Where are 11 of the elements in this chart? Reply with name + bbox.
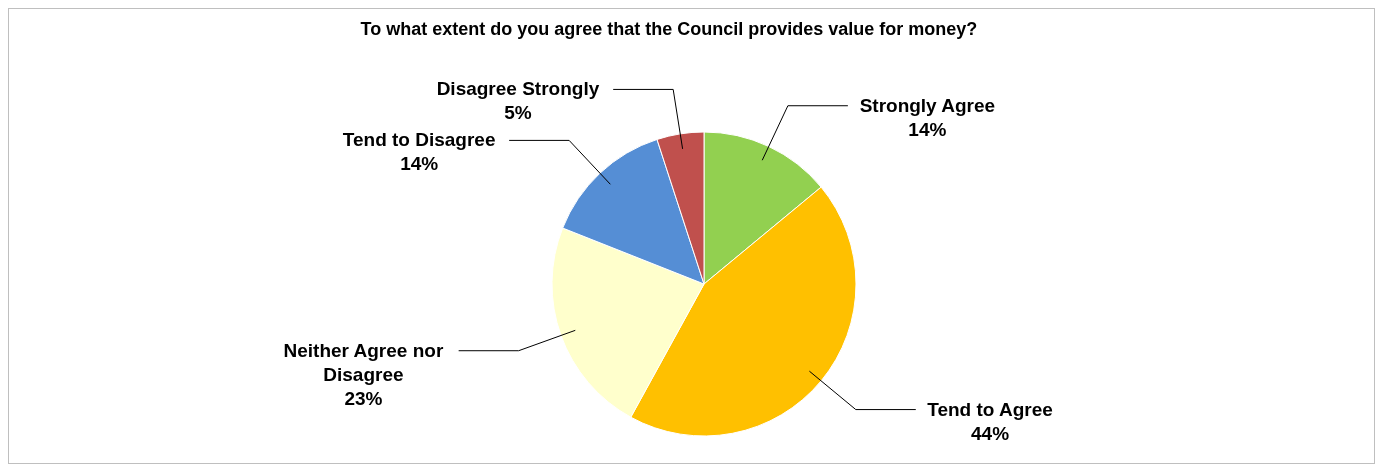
- slice-label: Strongly Agree: [859, 94, 996, 116]
- slice-label: Tend to Agree: [927, 398, 1053, 420]
- data-label: 5%: [504, 102, 532, 124]
- data-label: 14%: [400, 153, 439, 175]
- data-label: 14%: [908, 118, 947, 140]
- slice-label: Disagree Strongly: [436, 78, 600, 100]
- slice-label: Tend to Disagree: [342, 129, 496, 151]
- chart-title: To what extent do you agree that the Council provides value for money?: [360, 19, 978, 39]
- slice-label: Neither Agree nor Disagree: [283, 339, 444, 385]
- data-label: 23%: [344, 387, 383, 409]
- data-label: 44%: [971, 422, 1010, 444]
